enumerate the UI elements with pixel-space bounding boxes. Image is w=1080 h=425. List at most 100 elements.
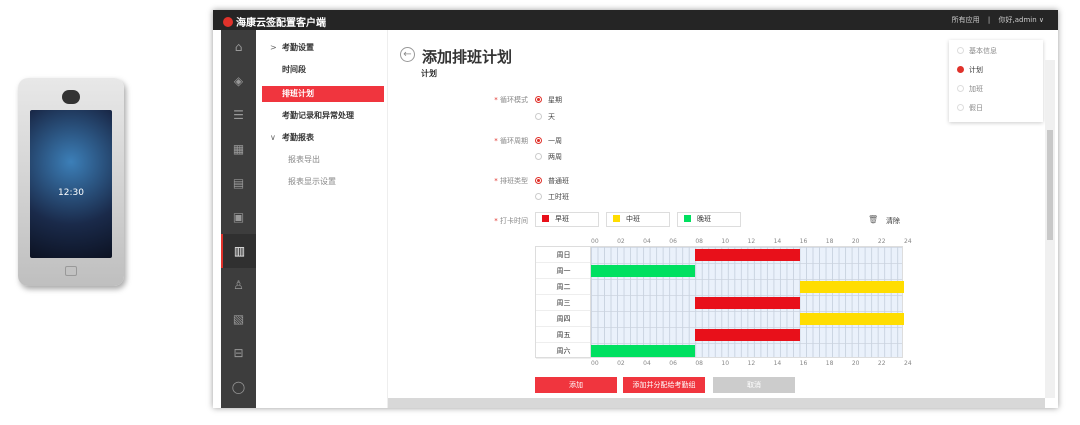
- app-logo: 海康云签配置客户端: [223, 14, 326, 29]
- add-and-assign-button[interactable]: 添加并分配给考勤组: [623, 377, 705, 393]
- step-indicator: 基本信息计划加班假日: [949, 40, 1043, 122]
- list-icon[interactable]: ☰: [233, 108, 244, 122]
- nav-item[interactable]: 排班计划: [262, 86, 384, 102]
- all-apps-link[interactable]: 所有应用: [951, 16, 980, 24]
- day-label: 周日: [536, 247, 591, 263]
- shift-bar[interactable]: [695, 329, 800, 341]
- radio-week[interactable]: 星期: [535, 95, 562, 105]
- shift-color-swatch: [684, 215, 691, 222]
- back-icon[interactable]: ←: [400, 47, 415, 62]
- nav-item[interactable]: 时间段: [262, 62, 384, 78]
- trash-icon[interactable]: 🗑: [868, 215, 879, 224]
- radio-hour-shift[interactable]: 工时班: [535, 192, 569, 202]
- day-label: 周五: [536, 327, 591, 343]
- cube-icon[interactable]: ◈: [233, 74, 244, 88]
- tick-label: 06: [669, 360, 677, 367]
- tick-label: 24: [904, 360, 912, 367]
- schedule-grid[interactable]: [590, 246, 904, 358]
- tick-label: 22: [877, 360, 886, 367]
- user-menu[interactable]: 你好,admin ∨: [998, 16, 1044, 24]
- tick-label: 16: [799, 360, 808, 367]
- tick-label: 04: [643, 360, 651, 367]
- vehicle-icon[interactable]: ⊟: [233, 346, 244, 360]
- cancel-button[interactable]: 取消: [713, 377, 795, 393]
- nav-item[interactable]: > 考勤设置: [262, 40, 384, 56]
- cycle-mode-label: 循环模式: [428, 95, 528, 105]
- horizontal-scrollbar[interactable]: [388, 398, 1045, 408]
- shift-color-swatch: [613, 215, 620, 222]
- tick-label: 14: [773, 238, 782, 245]
- shift-option[interactable]: 中班: [606, 212, 670, 227]
- nav-item-label: 时间段: [282, 65, 306, 74]
- tick-label: 20: [851, 360, 860, 367]
- radio-day[interactable]: 天: [535, 112, 555, 122]
- radio-one-week[interactable]: 一周: [535, 136, 562, 146]
- shift-bar[interactable]: [695, 249, 800, 261]
- shift-bar[interactable]: [591, 265, 696, 277]
- tick-label: 00: [591, 360, 599, 367]
- device-icon[interactable]: ▤: [232, 176, 245, 190]
- tick-label: 08: [695, 360, 703, 367]
- step-item[interactable]: 基本信息: [957, 46, 997, 56]
- step-item[interactable]: 计划: [957, 65, 983, 75]
- door-icon[interactable]: ▣: [232, 210, 245, 224]
- clear-button[interactable]: 清除: [886, 217, 900, 225]
- day-label: 周四: [536, 311, 591, 327]
- tick-label: 10: [721, 360, 730, 367]
- radio-normal-shift[interactable]: 普通班: [535, 176, 569, 186]
- shift-name: 早班: [555, 215, 569, 223]
- step-dot-icon: [957, 104, 964, 111]
- chevron-icon: ∨: [270, 133, 276, 142]
- step-item[interactable]: 假日: [957, 103, 983, 113]
- shift-bar[interactable]: [799, 281, 904, 293]
- report-icon[interactable]: ▧: [232, 312, 245, 326]
- step-item[interactable]: 加班: [957, 84, 983, 94]
- shift-option[interactable]: 早班: [535, 212, 599, 227]
- shift-bar[interactable]: [799, 313, 904, 325]
- vertical-scrollbar[interactable]: [1045, 60, 1055, 398]
- nav-panel: > 考勤设置时间段排班计划考勤记录和异常处理 ∨ 考勤报表报表导出报表显示设置: [256, 30, 388, 408]
- shift-name: 中班: [626, 215, 640, 223]
- building-icon[interactable]: ▦: [232, 142, 245, 156]
- add-button[interactable]: 添加: [535, 377, 617, 393]
- icon-sidebar: ⌂ ◈ ☰ ▦ ▤ ▣ ▥ ♙ ▧ ⊟ ◯: [221, 30, 256, 408]
- nav-item[interactable]: 报表导出: [262, 152, 384, 168]
- tick-label: 02: [617, 238, 625, 245]
- tick-label: 08: [695, 238, 703, 245]
- nav-item[interactable]: 考勤记录和异常处理: [262, 108, 384, 124]
- punch-time-label: 打卡时间: [428, 216, 528, 226]
- shift-option[interactable]: 晚班: [677, 212, 741, 227]
- step-dot-icon: [957, 66, 964, 73]
- attendance-icon[interactable]: ▥: [221, 234, 256, 268]
- nav-item[interactable]: 报表显示设置: [262, 174, 384, 190]
- step-label: 基本信息: [969, 47, 997, 55]
- tick-label: 22: [877, 238, 886, 245]
- step-label: 计划: [969, 66, 983, 74]
- logo-icon: [223, 17, 233, 27]
- tick-label: 12: [747, 360, 756, 367]
- tick-label: 24: [904, 238, 912, 245]
- tick-label: 14: [773, 360, 782, 367]
- step-dot-icon: [957, 47, 964, 54]
- user-icon[interactable]: ♙: [233, 278, 244, 292]
- device-screen: 12:30: [30, 110, 112, 258]
- separator: |: [987, 16, 991, 24]
- top-right: 所有应用 | 你好,admin ∨: [952, 15, 1044, 25]
- day-column: 周日 周一 周二 周三 周四 周五 周六: [535, 246, 591, 359]
- step-dot-icon: [957, 85, 964, 92]
- nav-item[interactable]: ∨ 考勤报表: [262, 130, 384, 146]
- day-label: 周二: [536, 279, 591, 295]
- shift-name: 晚班: [697, 215, 711, 223]
- app-title: 海康云签配置客户端: [236, 18, 326, 29]
- shift-bar[interactable]: [695, 297, 800, 309]
- page-title: 添加排班计划: [422, 48, 513, 66]
- nav-item-label: 报表导出: [288, 155, 320, 164]
- shift-bar[interactable]: [591, 345, 696, 357]
- app-window: 海康云签配置客户端 所有应用 | 你好,admin ∨ ⌂ ◈ ☰ ▦ ▤ ▣ ▥ ♙ ▧ ⊟ ◯ …: [213, 10, 1058, 408]
- home-icon[interactable]: ⌂: [234, 40, 243, 54]
- shift-color-swatch: [542, 215, 549, 222]
- radio-two-weeks[interactable]: 两周: [535, 152, 562, 162]
- step-label: 假日: [969, 104, 983, 112]
- shield-icon[interactable]: ◯: [231, 380, 246, 394]
- face-terminal-device: 12:30: [18, 78, 124, 286]
